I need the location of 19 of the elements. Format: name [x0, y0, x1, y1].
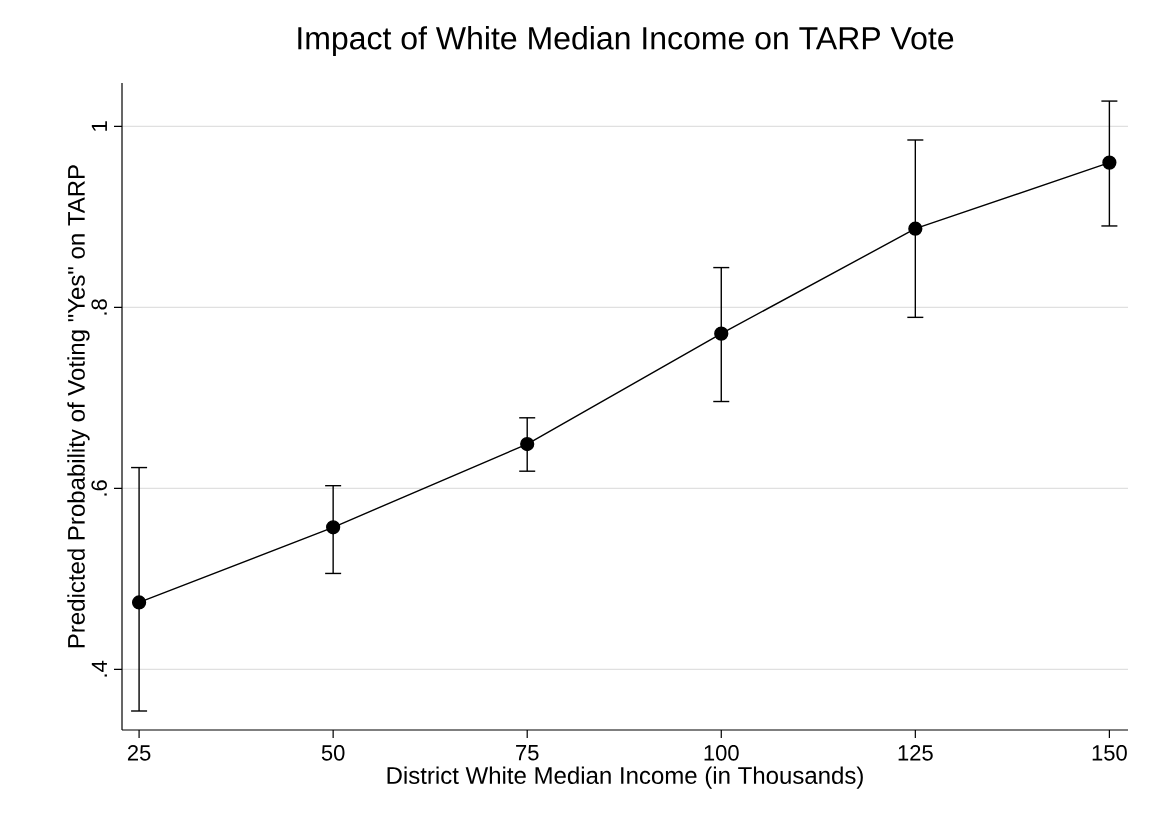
y-axis-title: Predicted Probability of Voting "Yes" on TARP: [67, 165, 90, 648]
point: [714, 326, 729, 341]
y-tick-label: .8: [91, 299, 107, 315]
x-tick-label: 25: [127, 745, 151, 761]
point: [520, 436, 535, 452]
y-tick-label: .6: [91, 480, 107, 496]
point: [908, 221, 923, 236]
y-tick-label: 1: [91, 121, 107, 131]
x-axis-title: District White Median Income (in Thousands): [387, 766, 863, 789]
x-tick-label: 75: [516, 745, 539, 761]
chart-title: Impact of White Median Income on TARP Vote: [298, 26, 954, 56]
point: [326, 520, 341, 535]
y-tick-label: .4: [91, 660, 107, 677]
point: [1102, 155, 1117, 170]
x-tick-label: 50: [321, 745, 345, 761]
point: [131, 595, 147, 610]
x-tick-label: 150: [1092, 745, 1127, 761]
x-tick-label: 100: [704, 745, 739, 761]
x-tick-label: 125: [898, 745, 933, 761]
